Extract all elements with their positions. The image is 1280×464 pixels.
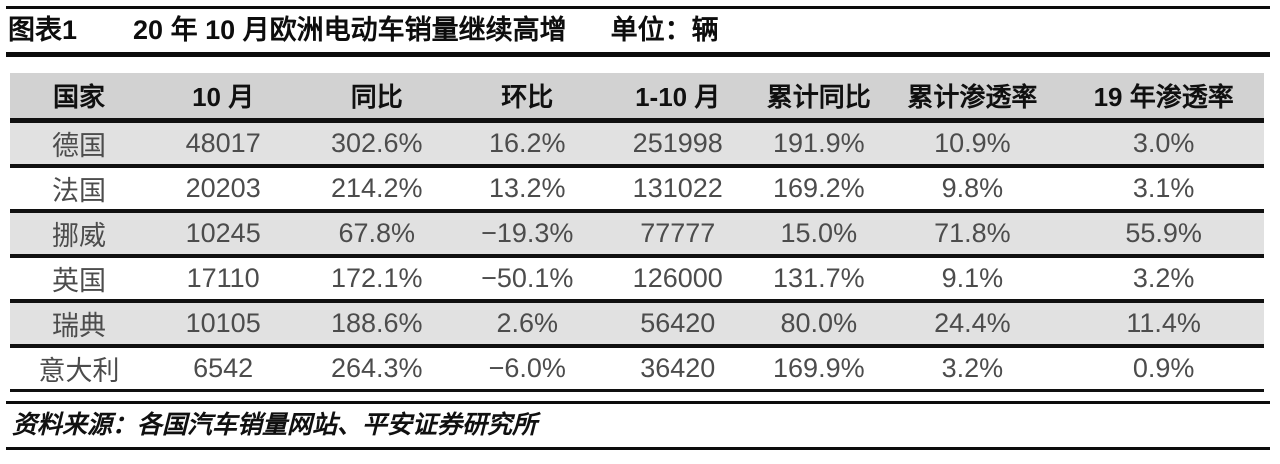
table-cell: 188.6% (330, 308, 423, 338)
figure-unit: 单位：辆 (610, 15, 719, 45)
country-cell: 法国 (51, 176, 106, 206)
column-header-october: 10 月 (192, 82, 255, 112)
table-cell: 169.2% (773, 173, 865, 203)
table-cell: 3.1% (1132, 173, 1195, 203)
table-cell: 56420 (640, 308, 716, 338)
column-header-mom: 环比 (501, 82, 554, 112)
table-cell: 9.1% (941, 263, 1004, 293)
table-cell: 10.9% (934, 128, 1011, 158)
column-header-jan-oct: 1-10 月 (635, 82, 721, 112)
ev-sales-table: 国家 10 月 同比 环比 1-10 月 累计同比 累计渗透率 19 年渗透率 … (10, 73, 1264, 392)
country-cell: 德国 (51, 131, 106, 161)
source-text: 资料来源：各国汽车销量网站、平安证券研究所 (12, 411, 538, 439)
table-cell: 10245 (185, 218, 261, 248)
table-cell: 264.3% (330, 353, 423, 383)
table-cell: 24.4% (934, 308, 1011, 338)
table-cell: 169.9% (773, 353, 865, 383)
table-cell: −19.3% (481, 218, 574, 248)
table-cell: 9.8% (941, 173, 1004, 203)
column-header-2019-penetration: 19 年渗透率 (1093, 82, 1234, 112)
table-row-uk: 英国 17110 172.1% −50.1% 126000 131.7% 9.1… (10, 258, 1264, 303)
table-row-sweden: 瑞典 10105 188.6% 2.6% 56420 80.0% 24.4% 1… (10, 303, 1264, 348)
table-row-norway: 挪威 10245 67.8% −19.3% 77777 15.0% 71.8% … (10, 213, 1264, 258)
table-row-germany: 德国 48017 302.6% 16.2% 251998 191.9% 10.9… (10, 123, 1264, 168)
table-cell: 302.6% (330, 128, 423, 158)
figure-label: 图表1 (8, 15, 78, 45)
table-cell: −50.1% (481, 263, 574, 293)
table-cell: −6.0% (488, 353, 566, 383)
column-header-cumulative-penetration: 累计渗透率 (907, 82, 1038, 112)
table-cell: 16.2% (488, 128, 566, 158)
table-cell: 191.9% (773, 128, 865, 158)
source-note: 资料来源：各国汽车销量网站、平安证券研究所 (6, 401, 1270, 450)
table-cell: 3.2% (941, 353, 1004, 383)
column-header-country: 国家 (52, 82, 105, 112)
table-row-france: 法国 20203 214.2% 13.2% 131022 169.2% 9.8%… (10, 168, 1264, 213)
table-cell: 17110 (186, 263, 260, 293)
country-cell: 英国 (51, 266, 106, 296)
table-cell: 2.6% (496, 308, 559, 338)
table-cell: 15.0% (780, 218, 858, 248)
table-header-row: 国家 10 月 同比 环比 1-10 月 累计同比 累计渗透率 19 年渗透率 (10, 73, 1264, 123)
table-cell: 55.9% (1125, 218, 1202, 248)
table-cell: 214.2% (330, 173, 423, 203)
table-cell: 251998 (632, 128, 723, 158)
table-cell: 3.2% (1132, 263, 1195, 293)
country-cell: 挪威 (51, 221, 106, 251)
table-cell: 3.0% (1132, 128, 1195, 158)
table-cell: 131.7% (773, 263, 865, 293)
country-cell: 瑞典 (51, 311, 106, 341)
table-cell: 6542 (193, 353, 254, 383)
table-cell: 67.8% (338, 218, 416, 248)
table-cell: 13.2% (488, 173, 566, 203)
table-cell: 48017 (185, 128, 261, 158)
table-cell: 10105 (185, 308, 261, 338)
table-cell: 131022 (632, 173, 723, 203)
table-row-italy: 意大利 6542 264.3% −6.0% 36420 169.9% 3.2% … (10, 348, 1264, 392)
figure-title-bar: 图表1 20 年 10 月欧洲电动车销量继续高增 单位：辆 (6, 6, 1270, 57)
table-cell: 80.0% (780, 308, 858, 338)
table-cell: 11.4% (1126, 308, 1201, 338)
table-cell: 172.1% (330, 263, 423, 293)
figure-title: 20 年 10 月欧洲电动车销量继续高增 (133, 15, 567, 45)
column-header-yoy: 同比 (350, 82, 403, 112)
column-header-cumulative-yoy: 累计同比 (766, 82, 871, 112)
country-cell: 意大利 (38, 356, 120, 386)
table-cell: 20203 (185, 173, 261, 203)
table-cell: 71.8% (934, 218, 1011, 248)
table-cell: 126000 (632, 263, 723, 293)
table-cell: 0.9% (1132, 353, 1195, 383)
table-cell: 77777 (640, 218, 716, 248)
table-cell: 36420 (640, 353, 716, 383)
